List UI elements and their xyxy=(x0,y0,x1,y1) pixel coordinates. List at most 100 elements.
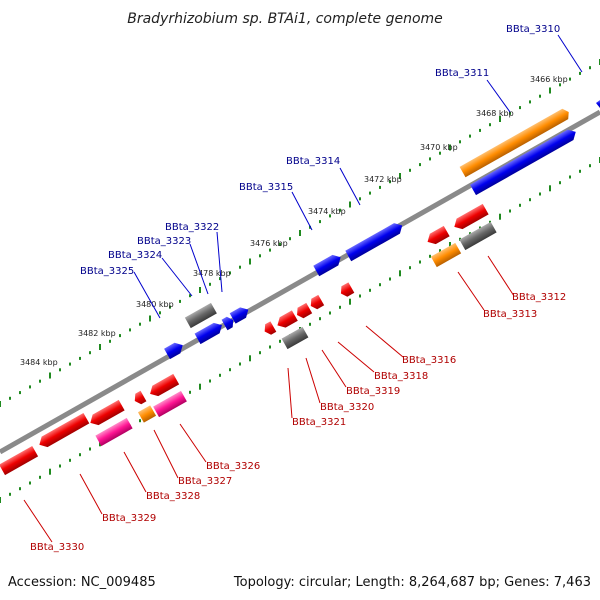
tick-mark xyxy=(329,311,331,315)
tick-mark xyxy=(59,464,61,468)
tick-mark xyxy=(269,248,271,252)
gene-feature[interactable] xyxy=(153,390,187,418)
gene-feature[interactable] xyxy=(451,203,489,232)
gene-label[interactable]: BBta_3325 xyxy=(80,266,134,277)
gene-label[interactable]: BBta_3315 xyxy=(239,182,293,193)
kbp-label: 3478 kbp xyxy=(193,269,231,278)
tick-mark xyxy=(359,294,361,298)
tick-mark xyxy=(469,134,471,138)
gene-feature[interactable] xyxy=(596,100,600,108)
tick-mark xyxy=(109,339,111,343)
tick-mark xyxy=(499,213,501,220)
tick-mark xyxy=(19,391,21,395)
tick-mark xyxy=(539,192,541,196)
topology-text: Topology: circular; Length: 8,264,687 bp… xyxy=(233,575,591,590)
tick-mark xyxy=(519,203,521,207)
gene-feature[interactable] xyxy=(308,294,325,311)
gene-label[interactable]: BBta_3330 xyxy=(30,542,84,553)
gene-feature[interactable] xyxy=(425,225,450,247)
tick-mark xyxy=(29,385,31,389)
forward-strand-features xyxy=(164,100,600,360)
tick-mark xyxy=(269,345,271,349)
gene-feature[interactable] xyxy=(313,252,343,277)
kbp-label: 3466 kbp xyxy=(530,75,568,84)
gene-label[interactable]: BBta_3323 xyxy=(137,236,191,247)
tick-mark xyxy=(399,270,401,277)
tick-mark xyxy=(549,87,551,94)
tick-mark xyxy=(569,175,571,179)
gene-feature[interactable] xyxy=(184,302,217,329)
gene-label[interactable]: BBta_3321 xyxy=(292,417,346,428)
kbp-label: 3484 kbp xyxy=(20,358,58,367)
gene-label[interactable]: BBta_3324 xyxy=(108,250,162,261)
tick-mark xyxy=(529,198,531,202)
gene-feature[interactable] xyxy=(36,412,90,450)
gene-label[interactable]: BBta_3312 xyxy=(512,292,566,303)
tick-mark xyxy=(309,322,311,326)
tick-mark xyxy=(329,214,331,218)
tick-mark xyxy=(489,220,491,224)
gene-feature[interactable] xyxy=(221,315,237,331)
tick-mark xyxy=(349,298,351,305)
gene-feature[interactable] xyxy=(147,373,180,399)
tick-mark xyxy=(19,487,21,491)
gene-label[interactable]: BBta_3310 xyxy=(506,24,560,35)
gene-feature[interactable] xyxy=(459,107,572,178)
tick-mark xyxy=(189,294,191,298)
tick-mark xyxy=(409,266,411,270)
tick-mark xyxy=(259,351,261,355)
gene-feature[interactable] xyxy=(137,405,157,423)
tick-mark xyxy=(349,201,351,208)
gene-feature[interactable] xyxy=(345,220,405,262)
tick-mark xyxy=(209,379,211,383)
gene-label[interactable]: BBta_3319 xyxy=(346,386,400,397)
inner-tick-row xyxy=(0,157,600,503)
gene-label[interactable]: BBta_3329 xyxy=(102,513,156,524)
gene-feature[interactable] xyxy=(274,310,298,330)
gene-label[interactable]: BBta_3326 xyxy=(206,461,260,472)
tick-mark xyxy=(189,390,191,394)
gene-feature[interactable] xyxy=(87,399,125,428)
tick-mark xyxy=(369,191,371,195)
outer-tick-row xyxy=(0,59,600,407)
tick-mark xyxy=(129,328,131,332)
gene-feature[interactable] xyxy=(338,282,355,298)
tick-mark xyxy=(79,356,81,360)
gene-label[interactable]: BBta_3322 xyxy=(165,222,219,233)
gene-feature[interactable] xyxy=(430,242,462,268)
map-title: Bradyrhizobium sp. BTAi1, complete genom… xyxy=(127,11,443,27)
gene-label[interactable]: BBta_3313 xyxy=(483,309,537,320)
tick-mark xyxy=(249,258,251,265)
tick-mark xyxy=(479,128,481,132)
gene-feature[interactable] xyxy=(164,340,186,360)
gene-feature[interactable] xyxy=(470,127,579,196)
tick-mark xyxy=(409,168,411,172)
gene-label[interactable]: BBta_3320 xyxy=(320,402,374,413)
gene-feature[interactable] xyxy=(132,390,147,406)
tick-mark xyxy=(0,497,1,503)
gene-feature[interactable] xyxy=(262,321,277,336)
gene-feature[interactable] xyxy=(229,304,252,324)
tick-mark xyxy=(589,164,591,168)
tick-mark xyxy=(69,362,71,366)
tick-mark xyxy=(449,144,451,151)
gene-feature[interactable] xyxy=(0,445,39,476)
gene-feature[interactable] xyxy=(194,320,225,345)
gene-feature[interactable] xyxy=(294,302,313,320)
gene-label[interactable]: BBta_3327 xyxy=(178,476,232,487)
tick-mark xyxy=(219,277,221,281)
kbp-label: 3480 kbp xyxy=(136,300,174,309)
gene-label[interactable]: BBta_3314 xyxy=(286,156,340,167)
gene-label[interactable]: BBta_3328 xyxy=(146,491,200,502)
gene-label[interactable]: BBta_3318 xyxy=(374,371,428,382)
tick-mark xyxy=(419,163,421,167)
tick-mark xyxy=(579,71,581,75)
gene-feature[interactable] xyxy=(281,326,309,350)
gene-feature[interactable] xyxy=(459,221,497,251)
tick-mark xyxy=(119,334,121,338)
gene-feature[interactable] xyxy=(95,417,133,447)
gene-label[interactable]: BBta_3311 xyxy=(435,68,489,79)
gene-label[interactable]: BBta_3316 xyxy=(402,355,456,366)
reverse-strand-features xyxy=(0,203,497,476)
